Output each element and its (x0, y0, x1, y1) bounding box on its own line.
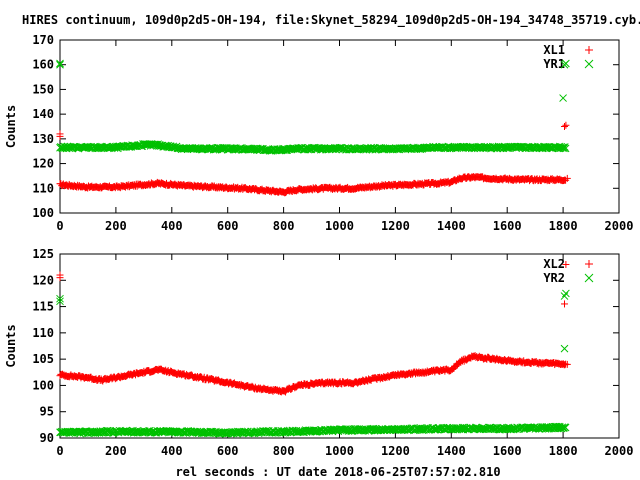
x-tick-label: 800 (273, 444, 295, 458)
series-XL1 (56, 121, 571, 197)
y-tick-label: 120 (32, 157, 54, 171)
x-tick-label: 2000 (605, 219, 634, 233)
x-tick-label: 2000 (605, 444, 634, 458)
x-tick-label: 1400 (437, 444, 466, 458)
outlier-point (562, 59, 570, 68)
y-tick-label: 140 (32, 107, 54, 121)
outlier-point (560, 123, 568, 130)
outlier-point (560, 300, 568, 308)
y-tick-label: 100 (32, 378, 54, 392)
outlier-point (559, 94, 567, 102)
outlier-point (56, 294, 64, 303)
y-tick-label: 150 (32, 82, 54, 96)
legend-label: YR2 (543, 271, 565, 285)
y-tick-label: 105 (32, 352, 54, 366)
outlier-point (563, 174, 571, 182)
data-point (561, 144, 570, 153)
legend-label: XL1 (543, 43, 565, 57)
outlier-point (560, 344, 569, 353)
y-axis-label: Counts (4, 105, 18, 148)
x-tick-label: 1200 (381, 219, 410, 233)
x-tick-label: 800 (273, 219, 295, 233)
y-tick-label: 160 (32, 58, 54, 72)
outlier-point (560, 292, 569, 300)
y-axis-label: Counts (4, 324, 18, 367)
x-tick-label: 600 (217, 444, 239, 458)
y-tick-label: 95 (40, 405, 54, 419)
series-XL2 (56, 261, 571, 396)
x-tick-label: 600 (217, 219, 239, 233)
series-YR2 (56, 289, 570, 438)
outlier-point (56, 60, 64, 69)
x-tick-label: 400 (161, 219, 183, 233)
outlier-point (56, 274, 64, 282)
outlier-point (563, 360, 571, 368)
x-tick-label: 1200 (381, 444, 410, 458)
legend-label: YR1 (543, 57, 565, 71)
x-tick-label: 400 (161, 444, 183, 458)
x-tick-label: 1000 (325, 444, 354, 458)
plot-frame (59, 253, 620, 439)
x-tick-label: 1800 (549, 219, 578, 233)
bottom-panel: 0 200 400 600 800 1000 1200 1400 1600 1800 2000 90 9… (4, 247, 633, 458)
legend-marker (585, 46, 593, 54)
outlier-point (56, 132, 64, 140)
data-point (59, 144, 68, 153)
y-tick-label: 90 (40, 431, 54, 445)
legend-marker (584, 59, 594, 69)
x-tick-label: 1800 (549, 444, 578, 458)
y-tick-label: 170 (32, 33, 54, 47)
x-axis-label: rel seconds : UT date 2018-06-25T07:57:0… (175, 465, 500, 479)
data-point (561, 423, 570, 432)
x-tick-label: 200 (105, 219, 127, 233)
outlier-point (562, 121, 570, 129)
x-tick-label: 1600 (493, 219, 522, 233)
outlier-point (56, 297, 64, 306)
y-tick-label: 110 (32, 326, 54, 340)
data-point (304, 145, 313, 154)
y-tick-label: 115 (32, 300, 54, 314)
x-tick-label: 1000 (325, 219, 354, 233)
data-point (440, 144, 448, 153)
x-tick-label: 0 (56, 444, 63, 458)
top-panel: 0 200 400 600 800 1000 1200 1400 1600 1800 2000 100… (4, 33, 633, 233)
outlier-point (56, 59, 64, 68)
legend-marker (585, 260, 593, 268)
x-tick-label: 200 (105, 444, 127, 458)
legend-marker (584, 273, 594, 283)
data-point (450, 364, 458, 372)
y-tick-label: 125 (32, 247, 54, 261)
chart-title: HIRES continuum, 109d0p2d5-OH-194, file:… (22, 13, 640, 28)
y-tick-label: 130 (32, 132, 54, 146)
x-tick-label: 1400 (437, 219, 466, 233)
y-tick-label: 120 (32, 273, 54, 287)
x-tick-label: 0 (56, 219, 63, 233)
y-tick-label: 100 (32, 206, 54, 220)
legend-label: XL2 (543, 257, 565, 271)
x-tick-label: 1600 (493, 444, 522, 458)
outlier-point (562, 261, 570, 269)
y-tick-label: 110 (32, 181, 54, 195)
series-YR1 (56, 59, 570, 155)
outlier-point (562, 289, 570, 298)
